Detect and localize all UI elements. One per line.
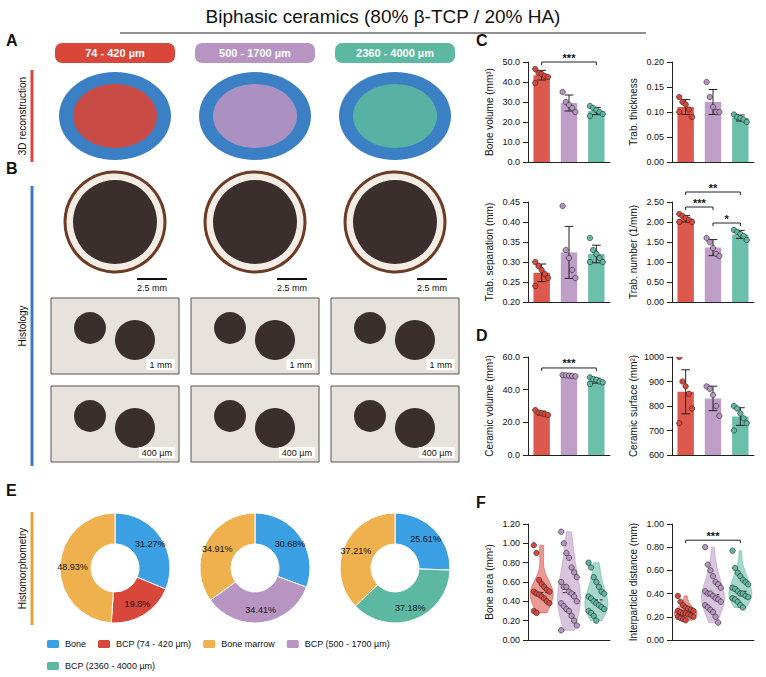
- svg-text:37.18%: 37.18%: [395, 603, 426, 613]
- svg-text:B: B: [6, 160, 18, 177]
- svg-text:34.91%: 34.91%: [202, 544, 233, 554]
- svg-text:Trab. thickness: Trab. thickness: [628, 78, 639, 145]
- svg-text:34.41%: 34.41%: [245, 605, 276, 615]
- svg-text:20.0: 20.0: [502, 417, 520, 427]
- svg-text:0.40: 0.40: [502, 217, 520, 227]
- svg-text:74 - 420 µm: 74 - 420 µm: [85, 47, 145, 59]
- svg-text:A: A: [6, 32, 18, 49]
- svg-text:0.00: 0.00: [646, 635, 664, 645]
- svg-text:1.00: 1.00: [646, 257, 664, 267]
- svg-text:0.0: 0.0: [507, 450, 520, 460]
- svg-text:2.5 mm: 2.5 mm: [277, 283, 307, 293]
- svg-text:***: ***: [563, 52, 577, 64]
- svg-text:Bone area (mm²): Bone area (mm²): [484, 544, 495, 620]
- svg-text:F: F: [476, 494, 486, 511]
- svg-text:Ceramic volume (mm³): Ceramic volume (mm³): [484, 355, 495, 457]
- svg-text:30.68%: 30.68%: [275, 539, 306, 549]
- svg-text:48.93%: 48.93%: [57, 562, 88, 572]
- svg-text:0.00: 0.00: [646, 157, 664, 167]
- svg-text:Ceramic surface (mm²): Ceramic surface (mm²): [628, 355, 639, 457]
- svg-text:2.00: 2.00: [646, 217, 664, 227]
- svg-text:Bone marrow: Bone marrow: [221, 639, 275, 649]
- svg-text:20.0: 20.0: [502, 117, 520, 127]
- svg-text:1.20: 1.20: [502, 519, 520, 529]
- svg-text:0.40: 0.40: [502, 596, 520, 606]
- svg-text:***: ***: [707, 530, 721, 542]
- svg-text:900: 900: [649, 377, 664, 387]
- svg-text:*: *: [725, 213, 730, 225]
- svg-text:0.60: 0.60: [502, 577, 520, 587]
- svg-text:1 mm: 1 mm: [430, 360, 453, 370]
- svg-text:BCP (74 - 420 µm): BCP (74 - 420 µm): [116, 639, 191, 649]
- svg-text:1.50: 1.50: [646, 237, 664, 247]
- svg-text:1 mm: 1 mm: [150, 360, 173, 370]
- svg-text:0.80: 0.80: [646, 542, 664, 552]
- svg-text:600: 600: [649, 450, 664, 460]
- svg-text:60.0: 60.0: [502, 352, 520, 362]
- svg-text:50.0: 50.0: [502, 57, 520, 67]
- svg-text:1 mm: 1 mm: [290, 360, 313, 370]
- svg-text:Trab. separation (mm): Trab. separation (mm): [484, 203, 495, 302]
- svg-text:**: **: [709, 182, 718, 194]
- svg-text:0.80: 0.80: [502, 558, 520, 568]
- svg-text:19.8%: 19.8%: [125, 599, 151, 609]
- svg-text:***: ***: [693, 197, 707, 209]
- svg-text:Biphasic ceramics (80% β-TCP /: Biphasic ceramics (80% β-TCP / 20% HA): [206, 6, 561, 27]
- svg-text:***: ***: [563, 357, 577, 369]
- svg-text:25.61%: 25.61%: [410, 534, 441, 544]
- svg-text:1.00: 1.00: [502, 538, 520, 548]
- svg-text:0.00: 0.00: [502, 635, 520, 645]
- svg-text:0.05: 0.05: [646, 132, 664, 142]
- svg-text:30.0: 30.0: [502, 97, 520, 107]
- svg-text:500 - 1700 µm: 500 - 1700 µm: [219, 47, 291, 59]
- svg-text:40.0: 40.0: [502, 77, 520, 87]
- svg-text:31.27%: 31.27%: [135, 539, 166, 549]
- svg-text:2.5 mm: 2.5 mm: [137, 283, 167, 293]
- svg-text:Histomorphometry: Histomorphometry: [17, 528, 28, 610]
- svg-text:Bone volume (mm³): Bone volume (mm³): [484, 68, 495, 156]
- svg-text:0.20: 0.20: [646, 57, 664, 67]
- svg-text:400 µm: 400 µm: [282, 448, 312, 458]
- svg-text:37.21%: 37.21%: [341, 546, 372, 556]
- svg-text:0.30: 0.30: [502, 257, 520, 267]
- svg-text:0.20: 0.20: [502, 297, 520, 307]
- svg-text:700: 700: [649, 426, 664, 436]
- svg-text:BCP (2360 - 4000 µm): BCP (2360 - 4000 µm): [65, 661, 155, 671]
- svg-text:C: C: [476, 32, 488, 49]
- svg-text:E: E: [6, 482, 17, 499]
- svg-text:10.0: 10.0: [502, 137, 520, 147]
- svg-text:BCP (500 - 1700 µm): BCP (500 - 1700 µm): [305, 639, 390, 649]
- svg-text:800: 800: [649, 401, 664, 411]
- svg-text:40.0: 40.0: [502, 385, 520, 395]
- svg-text:2.50: 2.50: [646, 197, 664, 207]
- svg-text:0.35: 0.35: [502, 237, 520, 247]
- svg-text:0.10: 0.10: [646, 107, 664, 117]
- svg-text:0.20: 0.20: [646, 612, 664, 622]
- svg-text:1000: 1000: [644, 352, 664, 362]
- svg-text:3D reconstruction: 3D reconstruction: [17, 77, 28, 155]
- svg-text:Interparticle distance (mm): Interparticle distance (mm): [628, 523, 639, 641]
- svg-text:0.45: 0.45: [502, 197, 520, 207]
- svg-text:Histology: Histology: [17, 305, 28, 346]
- svg-text:1.00: 1.00: [646, 519, 664, 529]
- svg-text:2.5 mm: 2.5 mm: [417, 283, 447, 293]
- svg-text:0.15: 0.15: [646, 82, 664, 92]
- svg-text:0.20: 0.20: [502, 616, 520, 626]
- svg-text:0.60: 0.60: [646, 565, 664, 575]
- svg-text:D: D: [476, 327, 488, 344]
- svg-text:400 µm: 400 µm: [422, 448, 452, 458]
- svg-text:400 µm: 400 µm: [142, 448, 172, 458]
- svg-text:2360 - 4000 µm: 2360 - 4000 µm: [356, 47, 434, 59]
- svg-text:Trab. number (1/mm): Trab. number (1/mm): [628, 205, 639, 299]
- svg-text:0.40: 0.40: [646, 589, 664, 599]
- svg-text:0.50: 0.50: [646, 277, 664, 287]
- svg-text:0.0: 0.0: [507, 157, 520, 167]
- svg-text:Bone: Bone: [65, 639, 86, 649]
- svg-text:0.25: 0.25: [502, 277, 520, 287]
- svg-text:0.00: 0.00: [646, 297, 664, 307]
